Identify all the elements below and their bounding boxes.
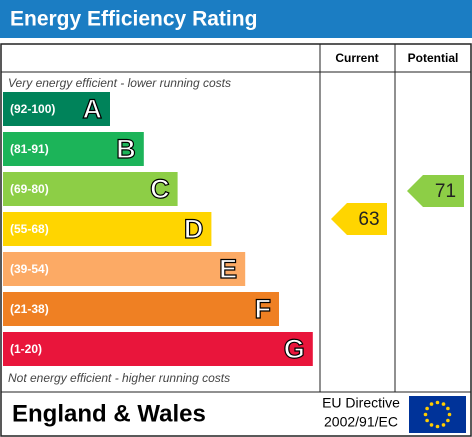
band-range: (21-38)	[10, 302, 49, 316]
flag-star	[423, 412, 428, 417]
flag-star	[429, 423, 434, 427]
band	[3, 332, 313, 366]
bottom-note: Not energy efficient - higher running co…	[8, 371, 230, 385]
header-current: Current	[335, 51, 378, 65]
frame	[0, 43, 472, 437]
band-range: (92-100)	[10, 102, 55, 116]
band	[3, 92, 110, 126]
band-letter: G	[284, 334, 305, 364]
top-note: Very energy efficient - lower running co…	[8, 76, 231, 90]
header-potential: Potential	[408, 51, 459, 65]
rating-value: 71	[435, 181, 456, 202]
band-letter: F	[255, 294, 272, 324]
rating-arrow	[331, 203, 387, 235]
flag-star	[446, 406, 450, 411]
region: England & Wales	[12, 400, 206, 427]
flag-star	[425, 418, 429, 423]
band	[3, 252, 246, 286]
band-letter: B	[116, 134, 136, 164]
band-letter: E	[219, 254, 237, 284]
band-range: (55-68)	[10, 222, 49, 236]
band	[3, 292, 279, 326]
band-range: (69-80)	[10, 182, 49, 196]
flag-star	[429, 402, 434, 406]
flag-star	[425, 406, 429, 411]
directive: 2002/91/EC	[324, 414, 398, 430]
band-letter: A	[83, 94, 103, 124]
flag-star	[435, 400, 440, 405]
flag-star	[447, 412, 452, 417]
band-range: (39-54)	[10, 262, 49, 276]
band-range: (1-20)	[10, 342, 42, 356]
band-range: (81-91)	[10, 142, 49, 156]
band-letter: C	[150, 174, 170, 204]
flag-star	[435, 424, 440, 429]
title: Energy Efficiency Rating	[10, 8, 257, 31]
flag-star	[446, 418, 450, 423]
band	[3, 132, 144, 166]
band	[3, 172, 178, 206]
band-letter: D	[184, 214, 204, 244]
directive: EU Directive	[322, 395, 400, 411]
flag-star	[441, 402, 446, 406]
rating-arrow	[407, 175, 464, 207]
eu-flag	[409, 396, 466, 433]
band	[3, 212, 212, 246]
flag-star	[441, 423, 446, 427]
rating-value: 63	[358, 209, 379, 230]
title-bar	[0, 0, 472, 38]
